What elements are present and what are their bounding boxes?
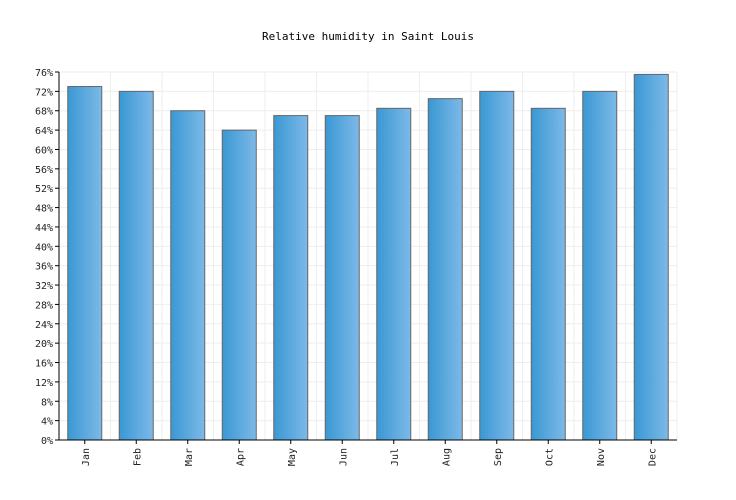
x-tick-label: Jun	[338, 448, 349, 466]
y-tick-label: 0%	[41, 436, 53, 447]
bar-sep	[479, 90, 515, 441]
bar-jun	[324, 115, 360, 441]
y-tick-label: 52%	[35, 184, 53, 195]
y-tick-label: 32%	[35, 281, 53, 292]
x-tick-label: Apr	[235, 448, 246, 466]
y-tick-label: 16%	[35, 359, 53, 370]
bar-aug	[427, 98, 463, 441]
y-tick-label: 36%	[35, 262, 53, 273]
y-tick-label: 64%	[35, 126, 53, 137]
x-tick-label: Dec	[647, 448, 658, 466]
x-axis-ticks: Jan Feb Mar Apr May Jun Jul Aug Sep Oct Nov Dec	[81, 440, 658, 466]
y-tick-label: 40%	[35, 242, 53, 253]
y-tick-label: 4%	[41, 417, 53, 428]
bar-feb	[118, 90, 154, 441]
bar-nov	[582, 90, 618, 441]
bar-jan	[67, 86, 103, 441]
y-tick-label: 76%	[35, 68, 53, 79]
y-tick-label: 12%	[35, 378, 53, 389]
bar-mar	[170, 110, 206, 441]
y-tick-label: 48%	[35, 204, 53, 215]
y-tick-label: 20%	[35, 339, 53, 350]
x-tick-label: Mar	[184, 448, 195, 466]
x-tick-label: Aug	[441, 448, 452, 466]
y-tick-label: 68%	[35, 107, 53, 118]
x-tick-label: Nov	[596, 448, 607, 466]
axes	[58, 72, 677, 441]
x-tick-label: May	[287, 448, 298, 466]
bar-may	[273, 115, 309, 441]
y-tick-label: 28%	[35, 300, 53, 311]
y-tick-label: 8%	[41, 397, 53, 408]
bar-jul	[376, 107, 412, 441]
y-tick-label: 72%	[35, 87, 53, 98]
bar-oct	[530, 107, 566, 441]
x-tick-label: Oct	[544, 448, 555, 466]
bar-apr	[221, 129, 257, 441]
x-tick-label: Sep	[493, 448, 504, 466]
y-axis-ticks: 0% 4% 8% 12% 16% 20% 24% 28% 32% 36% 40% 44% 48% 52% 5…	[35, 68, 59, 447]
chart-title: Relative humidity in Saint Louis	[262, 30, 474, 43]
bar-dec	[633, 73, 669, 441]
x-tick-label: Jul	[390, 448, 401, 466]
x-tick-label: Jan	[81, 448, 92, 466]
grid-layer	[58, 71, 678, 441]
y-tick-label: 44%	[35, 223, 53, 234]
x-tick-label: Feb	[132, 448, 143, 466]
y-tick-label: 24%	[35, 320, 53, 331]
y-tick-label: 60%	[35, 145, 53, 156]
y-tick-label: 56%	[35, 165, 53, 176]
